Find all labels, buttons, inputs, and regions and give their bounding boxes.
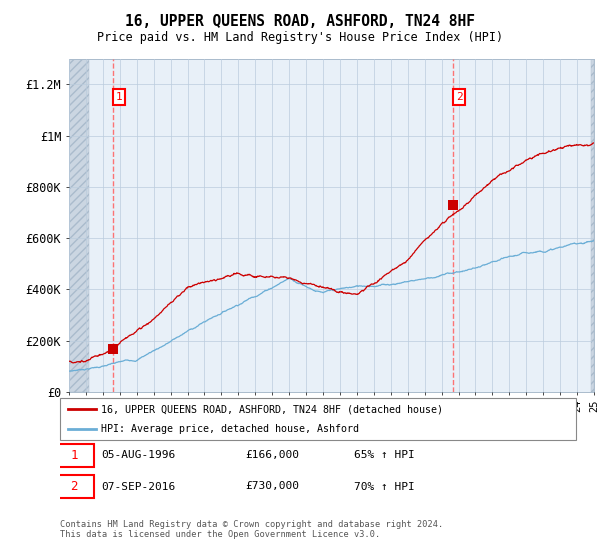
Text: £166,000: £166,000 [246, 450, 300, 460]
Text: 07-SEP-2016: 07-SEP-2016 [101, 482, 176, 492]
Text: 05-AUG-1996: 05-AUG-1996 [101, 450, 176, 460]
Text: 1: 1 [70, 449, 78, 462]
Bar [590, 59, 594, 392]
Text: Contains HM Land Registry data © Crown copyright and database right 2024.
This d: Contains HM Land Registry data © Crown c… [60, 520, 443, 539]
Text: 16, UPPER QUEENS ROAD, ASHFORD, TN24 8HF: 16, UPPER QUEENS ROAD, ASHFORD, TN24 8HF [125, 14, 475, 29]
Text: £730,000: £730,000 [246, 482, 300, 492]
Bar [69, 59, 89, 392]
FancyBboxPatch shape [60, 398, 576, 440]
Text: 1: 1 [116, 92, 122, 102]
Text: 16, UPPER QUEENS ROAD, ASHFORD, TN24 8HF (detached house): 16, UPPER QUEENS ROAD, ASHFORD, TN24 8HF… [101, 404, 443, 414]
Text: 65% ↑ HPI: 65% ↑ HPI [354, 450, 415, 460]
Text: HPI: Average price, detached house, Ashford: HPI: Average price, detached house, Ashf… [101, 424, 359, 434]
Bar [590, 59, 594, 392]
FancyBboxPatch shape [55, 444, 94, 467]
Bar [69, 59, 89, 392]
Text: Price paid vs. HM Land Registry's House Price Index (HPI): Price paid vs. HM Land Registry's House … [97, 31, 503, 44]
FancyBboxPatch shape [55, 475, 94, 498]
Text: 2: 2 [455, 92, 463, 102]
Text: 70% ↑ HPI: 70% ↑ HPI [354, 482, 415, 492]
Text: 2: 2 [70, 480, 78, 493]
